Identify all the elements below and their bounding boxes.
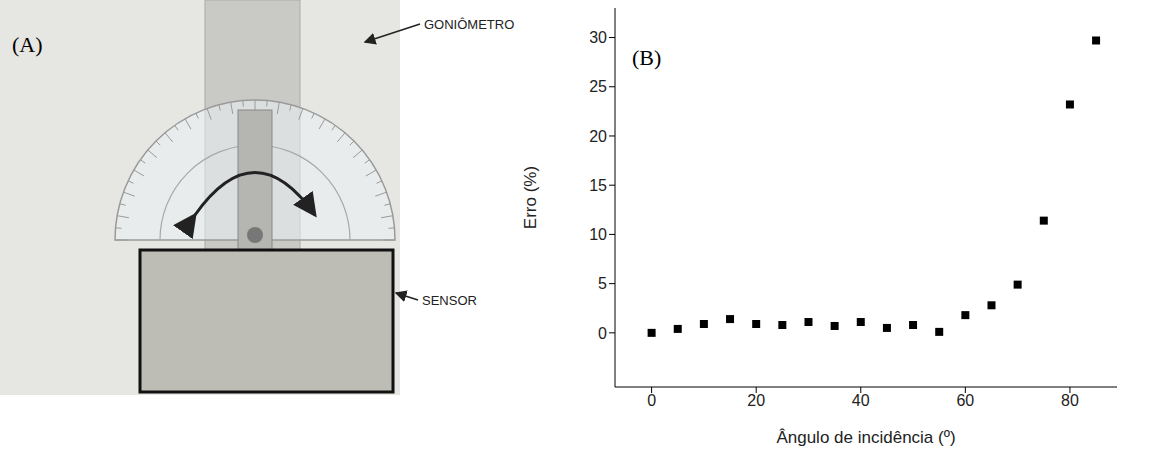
svg-text:(A): (A) xyxy=(12,32,43,57)
html-text:(B): (B) xyxy=(632,45,662,70)
svg-text:30: 30 xyxy=(589,29,607,46)
svg-text:0: 0 xyxy=(598,325,607,342)
svg-text:Ângulo de incidência (º): Ângulo de incidência (º) xyxy=(776,428,955,447)
svg-text:40: 40 xyxy=(852,392,870,409)
svg-text:Erro (%): Erro (%) xyxy=(521,166,540,229)
svg-text:GONIÔMETRO: GONIÔMETRO xyxy=(424,17,514,32)
svg-text:SENSOR: SENSOR xyxy=(422,293,477,308)
svg-text:0: 0 xyxy=(647,392,656,409)
svg-text:20: 20 xyxy=(747,392,765,409)
svg-text:60: 60 xyxy=(956,392,974,409)
svg-text:80: 80 xyxy=(1061,392,1079,409)
svg-text:20: 20 xyxy=(589,128,607,145)
svg-text:10: 10 xyxy=(589,226,607,243)
svg-text:15: 15 xyxy=(589,177,607,194)
svg-text:5: 5 xyxy=(598,275,607,292)
svg-text:25: 25 xyxy=(589,78,607,95)
